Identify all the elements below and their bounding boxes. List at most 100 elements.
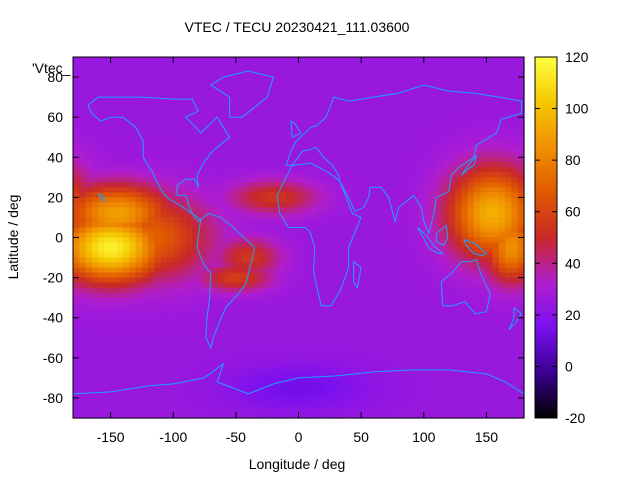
heatmap-cell [329,217,337,224]
heatmap-cell [166,92,174,98]
heatmap-cell [210,252,218,259]
heatmap-cell [461,282,469,289]
heatmap-cell [229,207,237,214]
heatmap-cell [498,242,506,249]
heatmap-cell [367,317,375,324]
heatmap-cell [198,182,206,188]
heatmap-cell [498,122,506,128]
heatmap-cell [386,227,394,234]
heatmap-cell [179,212,187,219]
heatmap-cell [404,142,412,148]
heatmap-cell [304,292,312,299]
heatmap-cell [323,322,331,329]
heatmap-cell [498,222,506,229]
heatmap-cell [279,72,287,78]
heatmap-cell [461,182,469,188]
heatmap-cell [98,237,105,244]
heatmap-cell [273,217,281,224]
heatmap-cell [85,267,93,274]
heatmap-cell [173,167,181,173]
heatmap-cell [248,152,256,158]
heatmap-cell [467,272,475,279]
heatmap-cell [311,302,318,309]
heatmap-cell [166,132,174,138]
heatmap-cell [348,112,356,118]
heatmap-cell [148,252,156,259]
heatmap-cell [217,127,224,133]
heatmap-cell [442,137,450,143]
heatmap-cell [329,292,337,299]
heatmap-cell [179,142,187,148]
heatmap-cell [204,327,212,334]
heatmap-cell [367,152,375,158]
heatmap-cell [473,172,481,178]
heatmap-cell [279,227,287,234]
heatmap-cell [192,132,199,138]
heatmap-cell [498,322,506,329]
heatmap-cell [116,102,124,108]
heatmap-cell [511,167,519,173]
heatmap-cell [430,387,437,394]
heatmap-cell [104,312,112,319]
heatmap-cell [73,137,80,143]
heatmap-cell [411,372,419,379]
heatmap-cell [492,262,500,269]
heatmap-cell [373,252,381,259]
heatmap-cell [448,342,456,349]
heatmap-cell [91,292,99,299]
heatmap-cell [436,182,444,188]
heatmap-cell [511,322,519,329]
heatmap-cell [423,152,431,158]
heatmap-cell [442,182,450,188]
heatmap-cell [91,267,99,274]
heatmap-cell [235,207,243,214]
heatmap-cell [198,122,206,128]
heatmap-cell [455,62,462,68]
heatmap-cell [129,337,137,344]
heatmap-cell [160,252,168,259]
heatmap-cell [467,82,475,88]
heatmap-cell [204,77,212,83]
heatmap-cell [166,342,174,349]
heatmap-cell [367,177,375,183]
heatmap-cell [467,232,475,239]
heatmap-cell [448,152,456,158]
heatmap-cell [148,182,156,188]
heatmap-cell [392,82,400,88]
heatmap-cell [411,387,419,394]
heatmap-cell [242,82,249,88]
heatmap-cell [411,362,419,369]
heatmap-cell [292,332,300,339]
heatmap-cell [492,192,500,198]
heatmap-cell [129,387,137,394]
heatmap-cell [148,172,156,178]
heatmap-cell [179,297,187,304]
heatmap-cell [198,127,206,133]
heatmap-cell [492,152,500,158]
heatmap-cell [336,92,343,98]
heatmap-cell [317,147,325,153]
heatmap-cell [436,352,444,359]
heatmap-cell [373,247,381,254]
heatmap-cell [486,327,494,334]
heatmap-cell [260,102,268,108]
heatmap-cell [336,167,343,173]
heatmap-cell [179,167,187,173]
heatmap-cell [279,317,287,324]
heatmap-cell [160,172,168,178]
heatmap-cell [166,282,174,289]
heatmap-cell [91,187,99,193]
heatmap-cell [267,152,275,158]
heatmap-cell [373,302,381,309]
heatmap-cell [373,357,381,364]
heatmap-cell [292,267,300,274]
heatmap-cell [311,297,318,304]
heatmap-cell [166,62,174,68]
heatmap-cell [217,177,224,183]
heatmap-cell [342,242,350,249]
heatmap-cell [404,392,412,399]
heatmap-cell [379,92,387,98]
heatmap-cell [517,377,525,384]
heatmap-cell [110,217,118,224]
heatmap-cell [217,382,224,389]
